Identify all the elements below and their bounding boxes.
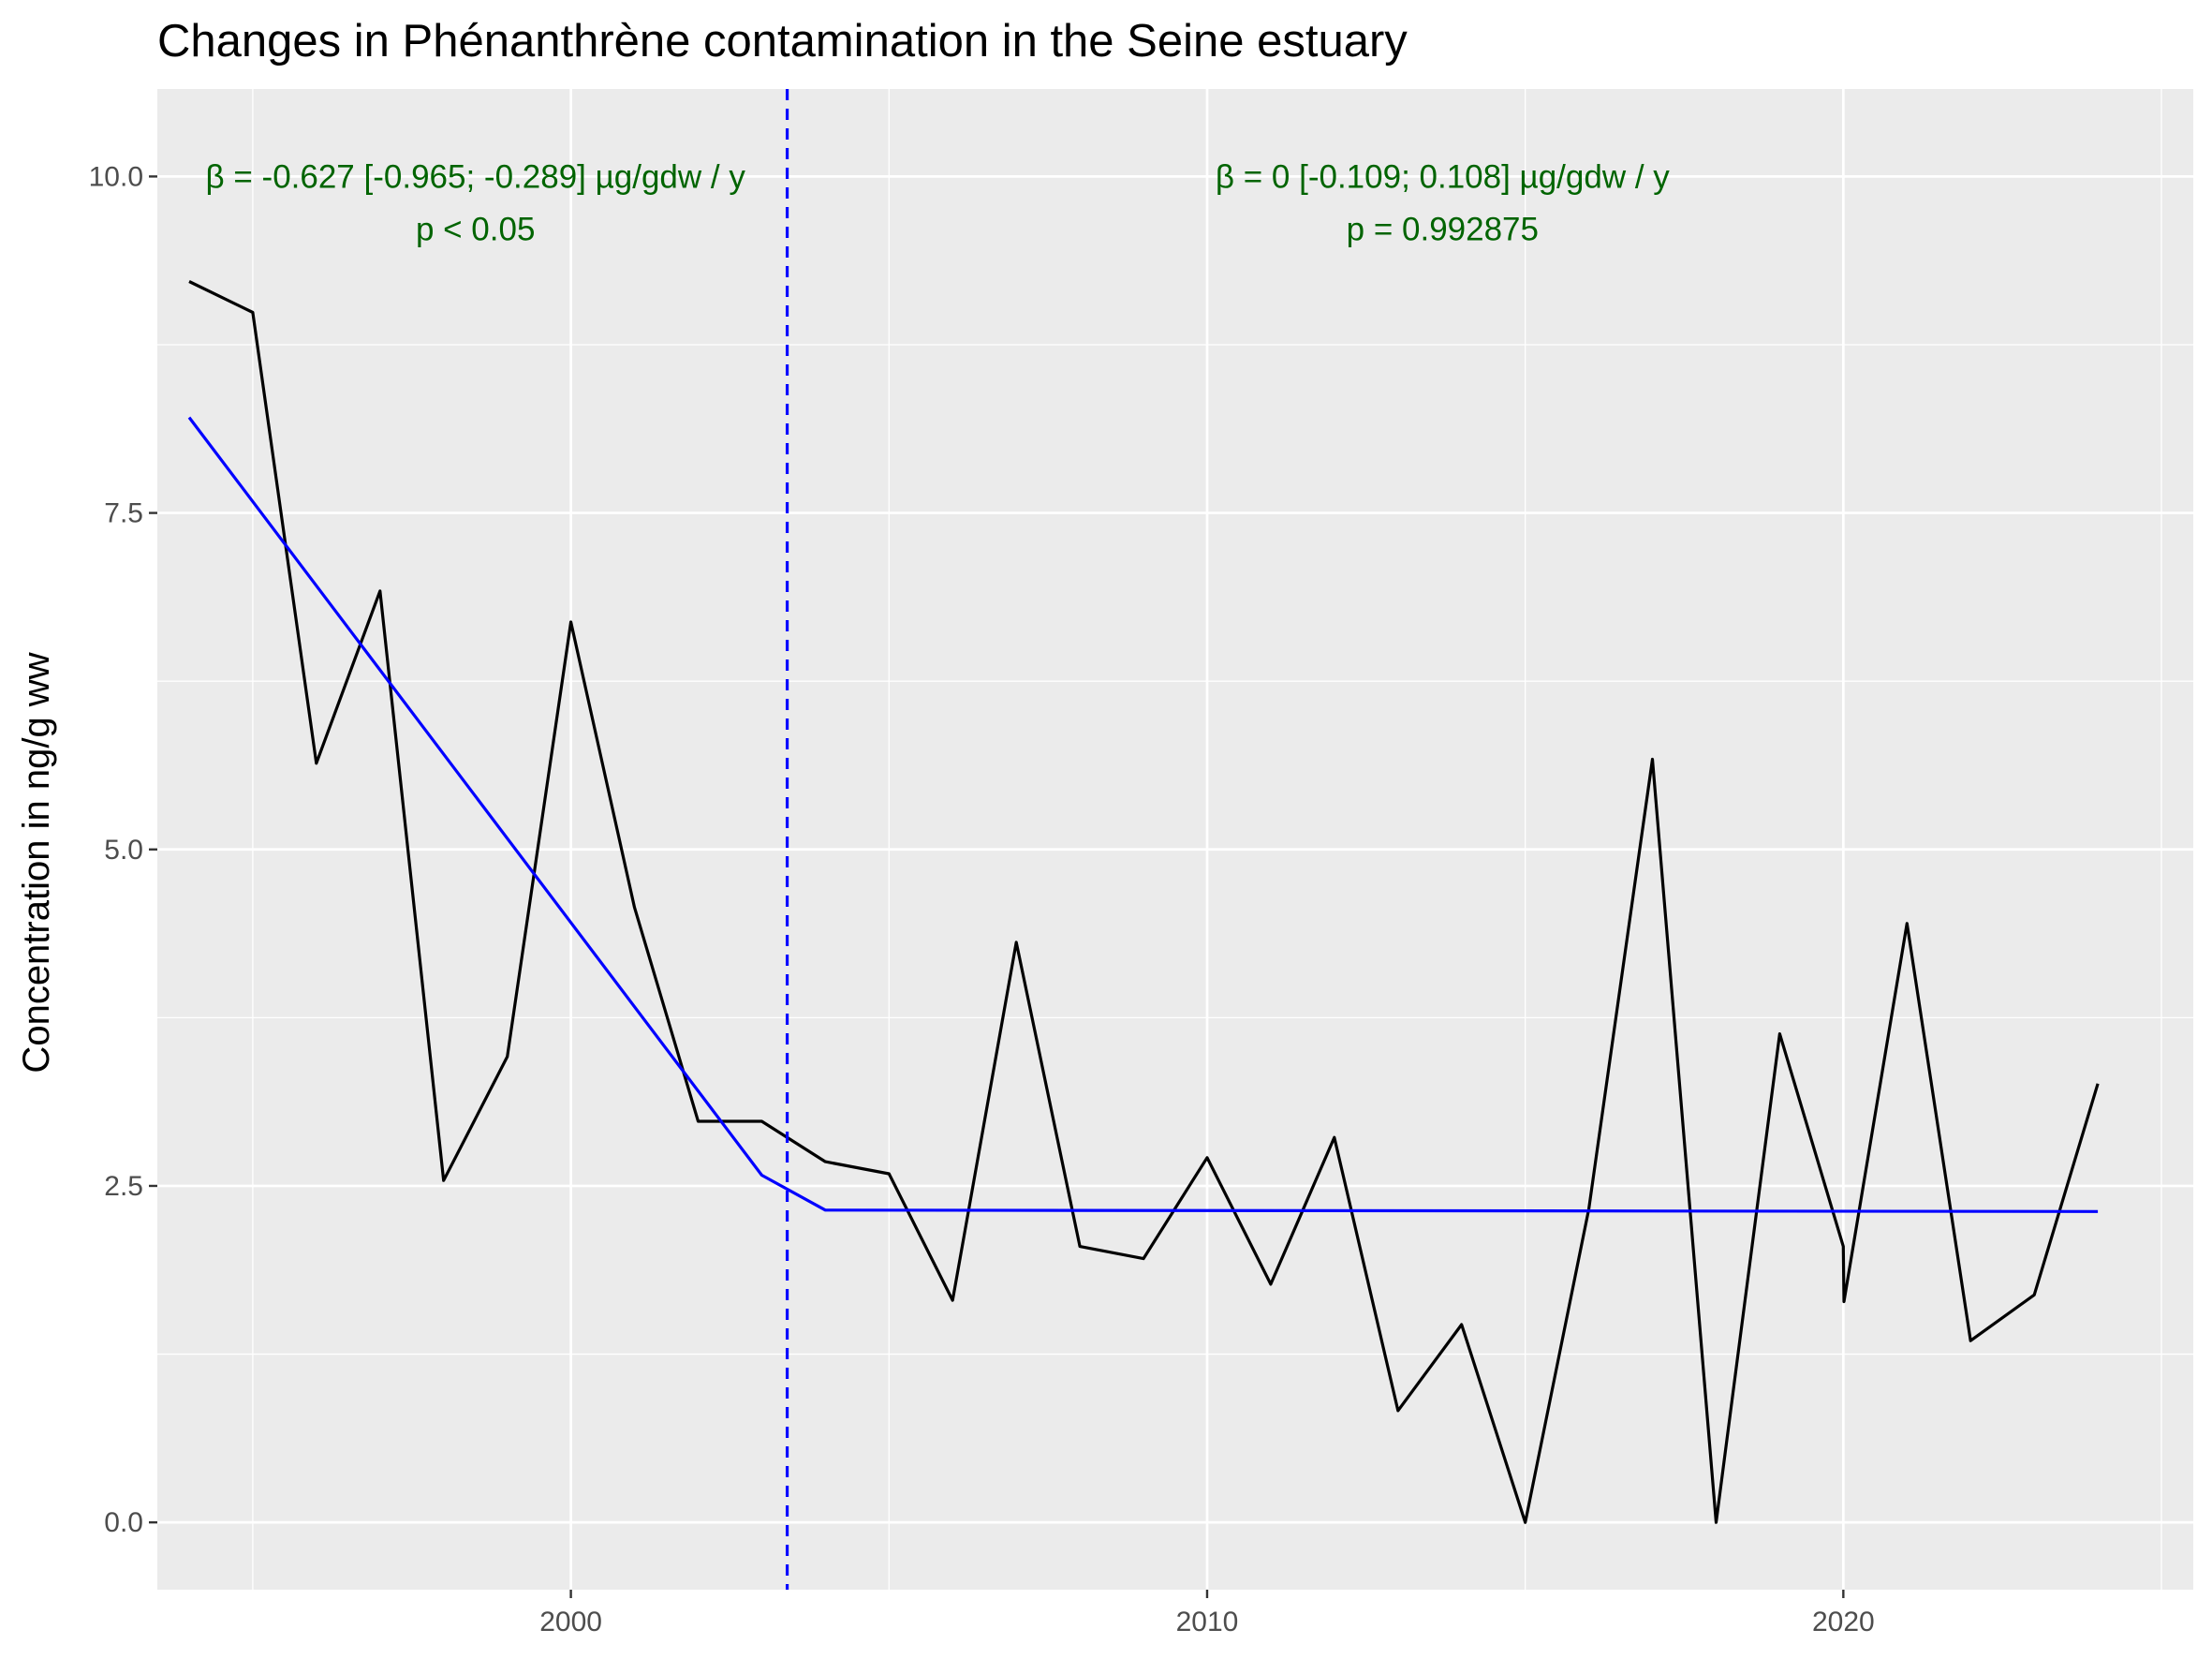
chart-title: Changes in Phénanthrène contamination in… (157, 16, 1408, 67)
x-axis: 2000 2010 2020 (539, 1590, 1875, 1637)
y-tick-label: 7.5 (104, 498, 143, 529)
annotation-pvalue-1: p < 0.05 (416, 211, 535, 247)
plot-panel: β = -0.627 [-0.965; -0.289] µg/gdw / y p … (157, 89, 2193, 1590)
annotation-slope-1: β = -0.627 [-0.965; -0.289] µg/gdw / y (206, 158, 746, 195)
y-tick-label: 5.0 (104, 835, 143, 866)
x-tick-label: 2020 (1812, 1607, 1875, 1637)
y-axis: 0.0 2.5 5.0 7.5 10.0 (89, 161, 157, 1538)
y-tick-label: 2.5 (104, 1171, 143, 1202)
y-axis-title: Concentration in ng/g ww (16, 652, 57, 1073)
y-tick-label: 0.0 (104, 1507, 143, 1538)
series-line-trend (187, 416, 2099, 1213)
panel-background (157, 89, 2193, 1590)
y-tick-label: 10.0 (89, 161, 143, 192)
annotation-slope-2: β = 0 [-0.109; 0.108] µg/gdw / y (1216, 158, 1670, 195)
annotation-pvalue-2: p = 0.992875 (1347, 211, 1539, 247)
x-tick-label: 2010 (1176, 1607, 1239, 1637)
x-tick-label: 2000 (539, 1607, 602, 1637)
